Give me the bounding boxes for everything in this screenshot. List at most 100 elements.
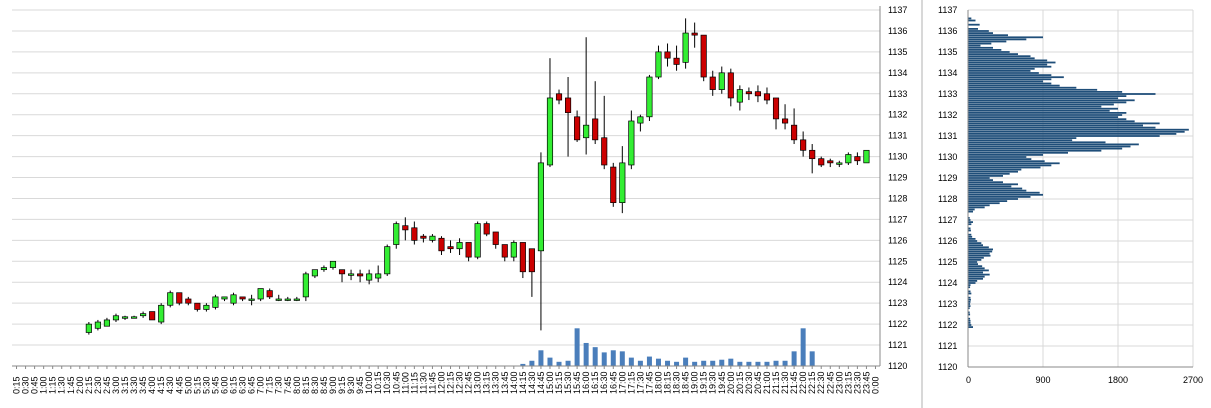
profile-bar bbox=[968, 158, 1032, 160]
profile-bar bbox=[968, 179, 993, 181]
candle-body bbox=[257, 288, 264, 300]
volume-bar bbox=[737, 361, 743, 366]
time-tick-label: 10:15 bbox=[373, 371, 383, 394]
candle-body bbox=[854, 156, 861, 162]
candle-body bbox=[275, 298, 282, 301]
time-tick-label: 5:30 bbox=[201, 376, 211, 394]
time-tick-label: 12:45 bbox=[464, 371, 474, 394]
time-tick-label: 8:45 bbox=[319, 376, 329, 394]
profile-bar bbox=[968, 311, 970, 314]
candle-body bbox=[809, 149, 816, 160]
time-tick-label: 14:45 bbox=[536, 371, 546, 394]
time-tick-label: 9:15 bbox=[337, 376, 347, 394]
candle-body bbox=[411, 227, 418, 241]
profile-bar bbox=[968, 250, 993, 253]
volume-bar bbox=[764, 361, 770, 366]
volume-bar bbox=[646, 356, 652, 366]
profile-bar bbox=[968, 78, 1052, 81]
volume-bar bbox=[637, 360, 643, 366]
time-tick-label: 21:15 bbox=[771, 371, 781, 394]
candle-body bbox=[348, 273, 355, 276]
candle-body bbox=[112, 315, 120, 321]
candle-body bbox=[718, 72, 725, 90]
candle-body bbox=[429, 235, 436, 241]
price-tick-label: 1135 bbox=[888, 47, 907, 57]
profile-bar bbox=[968, 160, 1045, 163]
volume-bar bbox=[800, 328, 806, 366]
candle-body bbox=[456, 242, 463, 250]
volume-bar bbox=[610, 350, 616, 366]
profile-bar bbox=[968, 114, 1123, 116]
profile-bar bbox=[968, 206, 985, 209]
candle-body bbox=[655, 51, 662, 78]
time-tick-label: 18:15 bbox=[663, 371, 673, 394]
time-tick-label: 23:15 bbox=[843, 371, 853, 394]
profile-bar bbox=[968, 298, 971, 301]
candle-body bbox=[311, 269, 318, 277]
profile-bar bbox=[968, 265, 983, 268]
profile-bar bbox=[968, 65, 1052, 68]
price-tick-label: 1120 bbox=[888, 361, 907, 371]
profile-bar bbox=[968, 277, 983, 280]
time-tick-label: 12:15 bbox=[446, 371, 456, 394]
profile-price-tick-label: 1124 bbox=[938, 278, 957, 288]
candle-body bbox=[94, 321, 101, 329]
profile-bar bbox=[968, 227, 971, 230]
profile-bar bbox=[968, 204, 990, 207]
profile-bar bbox=[968, 36, 1043, 39]
profile-price-tick-label: 1128 bbox=[938, 194, 957, 204]
time-tick-label: 4:15 bbox=[156, 376, 166, 394]
price-tick-label: 1128 bbox=[888, 193, 907, 203]
time-tick-label: 2:30 bbox=[93, 376, 103, 394]
profile-bar bbox=[968, 219, 971, 221]
candle-body bbox=[121, 316, 129, 319]
price-tick-label: 1122 bbox=[888, 319, 907, 329]
profile-bar bbox=[968, 292, 972, 295]
candle-body bbox=[194, 302, 201, 310]
price-tick-label: 1123 bbox=[888, 298, 907, 308]
volume-bar bbox=[782, 360, 788, 366]
candle-body bbox=[501, 244, 508, 258]
profile-bar bbox=[968, 99, 1135, 102]
price-grid bbox=[12, 9, 880, 367]
time-tick-label: 15:15 bbox=[554, 371, 564, 394]
profile-bar bbox=[968, 72, 1039, 74]
profile-bar bbox=[968, 156, 1027, 158]
profile-bar bbox=[968, 168, 1022, 171]
profile-bar bbox=[968, 91, 1123, 93]
profile-price-tick-label: 1132 bbox=[938, 110, 957, 120]
profile-bar bbox=[968, 53, 1018, 55]
profile-price-tick-label: 1121 bbox=[938, 341, 957, 351]
time-tick-label: 7:00 bbox=[256, 376, 266, 394]
candle-body bbox=[438, 237, 445, 252]
candle-body bbox=[320, 267, 328, 271]
time-tick-label: 22:15 bbox=[807, 371, 817, 394]
profile-bar bbox=[968, 238, 976, 240]
time-tick-label: 21:30 bbox=[780, 371, 790, 394]
time-tick-label: 21:00 bbox=[762, 371, 772, 394]
candle-body bbox=[302, 273, 309, 298]
time-tick-label: 18:00 bbox=[653, 371, 663, 394]
time-tick-label: 16:30 bbox=[599, 371, 609, 394]
volume-profile-bars bbox=[968, 17, 1189, 328]
profile-bar bbox=[968, 63, 1048, 66]
profile-bar bbox=[968, 40, 1007, 43]
candle-body bbox=[791, 124, 798, 141]
profile-bar bbox=[968, 246, 989, 249]
profile-bar bbox=[968, 84, 1060, 87]
candle-body bbox=[564, 97, 572, 113]
profile-bar bbox=[968, 95, 1127, 97]
profile-bar bbox=[968, 217, 970, 219]
profile-bar bbox=[968, 93, 1156, 95]
time-tick-label: 4:45 bbox=[174, 376, 184, 394]
time-tick-label: 1:00 bbox=[39, 376, 49, 394]
profile-bar bbox=[968, 42, 992, 45]
profile-volume-tick-label: 1800 bbox=[1108, 375, 1128, 385]
time-tick-label: 13:45 bbox=[500, 371, 510, 394]
time-tick-label: 7:15 bbox=[265, 376, 275, 394]
profile-bar bbox=[968, 317, 971, 320]
time-tick-label: 14:00 bbox=[509, 371, 519, 394]
time-tick-label: 20:00 bbox=[726, 371, 736, 394]
time-tick-label: 4:30 bbox=[165, 376, 175, 394]
profile-bar bbox=[968, 164, 1052, 167]
